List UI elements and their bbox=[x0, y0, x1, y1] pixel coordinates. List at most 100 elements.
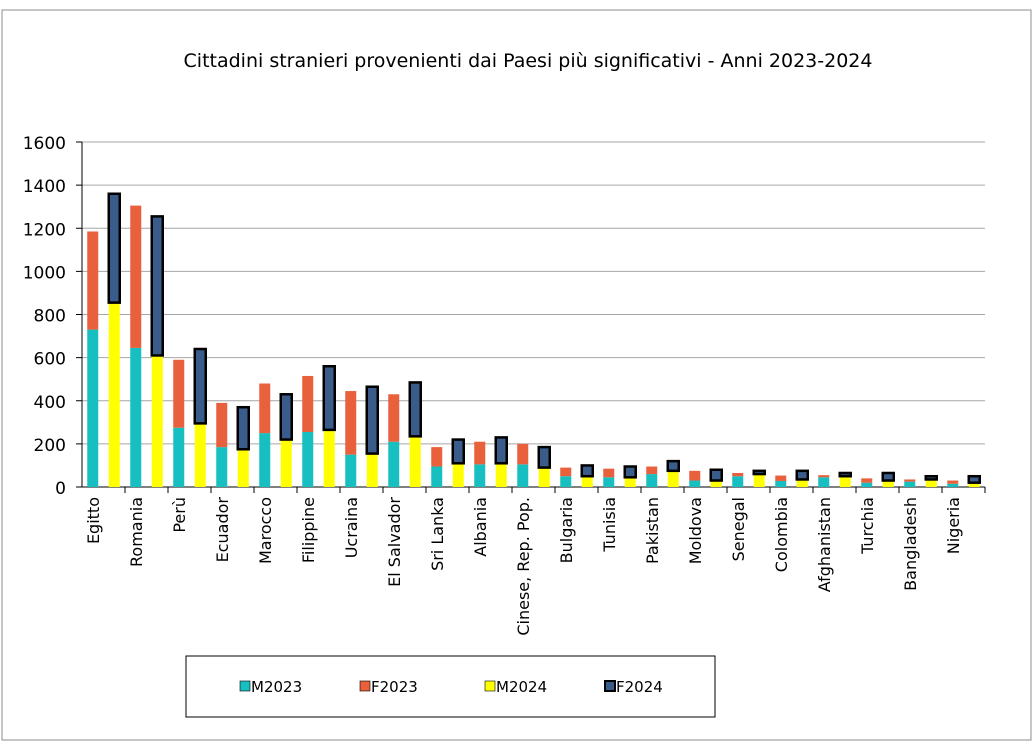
legend: M2023 F2023 M2024 F2024 bbox=[185, 655, 716, 718]
bar-m2023-2 bbox=[173, 427, 185, 487]
x-tick-label: Colombia bbox=[772, 497, 791, 572]
y-tick-labels: 0 200 400 600 800 1000 1200 1400 1600 bbox=[23, 134, 66, 499]
bar-f2023-4 bbox=[259, 383, 271, 434]
bar-f2024-14 bbox=[709, 468, 723, 482]
bar-f2023-16 bbox=[775, 475, 787, 481]
bar-f2024-8 bbox=[451, 438, 465, 465]
bar-f2024-4 bbox=[279, 393, 293, 441]
legend-swatch-m2024 bbox=[484, 680, 496, 692]
bar-m2023-10 bbox=[517, 464, 529, 487]
x-tick-label: Moldova bbox=[686, 497, 705, 564]
bar-m2023-18 bbox=[861, 482, 873, 487]
x-tick-label: Marocco bbox=[256, 497, 275, 564]
bar-f2024-20 bbox=[967, 474, 981, 484]
x-tick-label: El Salvador bbox=[385, 497, 404, 587]
bar-m2024-1 bbox=[151, 355, 163, 487]
x-tick-label: Afghanistan bbox=[815, 497, 834, 592]
bar-f2024-2 bbox=[193, 347, 207, 425]
bar-f2024-5 bbox=[322, 365, 336, 432]
legend-label: M2023 bbox=[251, 678, 302, 696]
bar-m2024-9 bbox=[495, 463, 507, 487]
bar-m2024-4 bbox=[280, 439, 292, 487]
bar-m2023-0 bbox=[87, 329, 99, 487]
bar-f2023-18 bbox=[861, 478, 873, 483]
bar-m2024-11 bbox=[581, 476, 593, 487]
axes bbox=[76, 141, 986, 493]
bar-m2024-7 bbox=[409, 436, 421, 487]
x-tick-labels: Egitto Romania Perù Ecuador Marocco Filippine… bbox=[84, 497, 963, 636]
x-tick-label: Sri Lanka bbox=[428, 497, 447, 571]
bar-f2024-10 bbox=[537, 445, 551, 469]
bar-f2024-17 bbox=[838, 471, 852, 478]
bar-f2023-1 bbox=[130, 205, 142, 348]
bar-m2024-14 bbox=[710, 480, 722, 487]
bar-m2023-6 bbox=[345, 454, 357, 487]
bar-m2024-6 bbox=[366, 453, 378, 487]
x-tick-label: Nigeria bbox=[944, 497, 963, 554]
bar-f2024-9 bbox=[494, 436, 508, 465]
bar-m2024-13 bbox=[667, 470, 679, 487]
bar-m2024-15 bbox=[753, 474, 765, 487]
bar-f2023-2 bbox=[173, 359, 185, 428]
bar-f2024-12 bbox=[623, 465, 637, 479]
bar-m2023-12 bbox=[603, 477, 615, 487]
y-tick-label: 1200 bbox=[23, 220, 66, 240]
bar-m2024-3 bbox=[237, 449, 249, 487]
y-tick-label: 600 bbox=[34, 350, 66, 370]
x-tick-label: Cinese, Rep. Pop. bbox=[514, 497, 533, 636]
bar-f2023-12 bbox=[603, 468, 615, 478]
x-tick-label: Romania bbox=[127, 497, 146, 567]
bar-m2023-19 bbox=[904, 481, 916, 487]
bar-f2023-13 bbox=[646, 466, 658, 475]
chart-title: Cittadini stranieri provenienti dai Paes… bbox=[184, 50, 873, 72]
y-tick-label: 800 bbox=[34, 307, 66, 327]
x-tick-label: Ucraina bbox=[342, 497, 361, 558]
bar-f2023-0 bbox=[87, 231, 99, 330]
x-tick-label: Bulgaria bbox=[557, 497, 576, 563]
bar-f2024-13 bbox=[666, 459, 680, 473]
bar-m2024-19 bbox=[925, 479, 937, 487]
x-tick-label: Albania bbox=[471, 497, 490, 557]
bar-m2024-12 bbox=[624, 477, 636, 487]
y-tick-label: 1000 bbox=[23, 263, 66, 283]
bar-f2023-6 bbox=[345, 391, 357, 455]
bar-f2023-14 bbox=[689, 470, 701, 481]
bar-f2024-15 bbox=[752, 469, 766, 476]
bar-m2023-7 bbox=[388, 441, 400, 487]
x-tick-label: Filippine bbox=[299, 497, 318, 563]
bar-f2024-19 bbox=[924, 474, 938, 481]
bar-m2023-17 bbox=[818, 477, 830, 487]
bar-m2023-3 bbox=[216, 447, 228, 487]
legend-label: F2024 bbox=[616, 678, 663, 696]
bar-m2023-14 bbox=[689, 480, 701, 487]
bar-m2023-8 bbox=[431, 466, 443, 487]
bar-f2024-6 bbox=[365, 385, 379, 455]
bar-f2023-5 bbox=[302, 375, 314, 433]
bar-f2023-10 bbox=[517, 443, 529, 465]
legend-swatch-f2023 bbox=[359, 680, 371, 692]
bar-f2024-11 bbox=[580, 464, 594, 478]
bar-m2023-20 bbox=[947, 483, 959, 487]
bar-m2024-2 bbox=[194, 423, 206, 487]
bar-f2023-19 bbox=[904, 479, 916, 482]
legend-swatch-m2023 bbox=[239, 680, 251, 692]
bar-f2023-8 bbox=[431, 447, 443, 467]
bar-m2024-0 bbox=[108, 302, 120, 487]
bar-f2024-1 bbox=[150, 215, 164, 357]
bar-f2024-7 bbox=[408, 381, 422, 438]
bar-m2023-4 bbox=[259, 433, 271, 487]
bar-f2023-15 bbox=[732, 472, 744, 477]
grid-lines bbox=[82, 141, 985, 445]
x-tick-label: Tunisia bbox=[600, 497, 619, 553]
legend-swatch-f2024 bbox=[604, 680, 616, 692]
bar-m2024-10 bbox=[538, 467, 550, 487]
y-tick-label: 0 bbox=[55, 479, 66, 499]
x-tick-label: Bangladesh bbox=[901, 497, 920, 591]
legend-label: F2023 bbox=[371, 678, 418, 696]
y-tick-label: 1600 bbox=[23, 134, 66, 154]
bar-m2024-17 bbox=[839, 476, 851, 487]
bar-m2023-16 bbox=[775, 480, 787, 487]
x-tick-label: Ecuador bbox=[213, 497, 232, 563]
bar-f2023-17 bbox=[818, 475, 830, 478]
bar-m2024-8 bbox=[452, 463, 464, 487]
